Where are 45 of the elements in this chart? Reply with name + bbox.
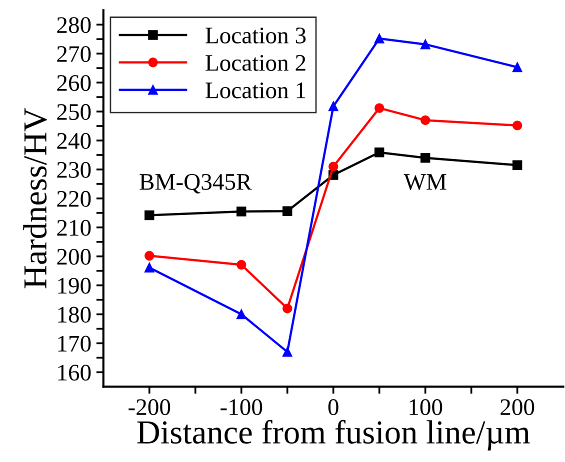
x-axis-title: Distance from fusion line/µm bbox=[137, 420, 530, 450]
legend-label: Location 3 bbox=[206, 28, 306, 44]
point bbox=[512, 62, 522, 72]
point bbox=[374, 148, 384, 158]
point bbox=[144, 262, 154, 273]
point bbox=[328, 162, 338, 172]
annotation: WM bbox=[404, 174, 446, 190]
point bbox=[512, 160, 522, 170]
y-tick-label: 220 bbox=[57, 190, 91, 207]
point bbox=[282, 206, 292, 216]
point bbox=[236, 309, 246, 320]
y-tick-label: 210 bbox=[57, 220, 91, 236]
y-tick-label: 230 bbox=[57, 162, 91, 178]
point bbox=[374, 103, 384, 113]
y-tick-label: 190 bbox=[58, 278, 91, 294]
point bbox=[236, 260, 246, 270]
x-tick-label: -100 bbox=[220, 399, 262, 416]
y-tick-label: 180 bbox=[58, 306, 91, 323]
y-tick-label: 160 bbox=[58, 364, 91, 381]
point bbox=[236, 206, 246, 216]
point bbox=[420, 153, 430, 163]
x-tick-label: 0 bbox=[328, 399, 338, 416]
annotation: BM-Q345R bbox=[140, 174, 252, 194]
point bbox=[144, 250, 154, 261]
y-axis-title: Hardness/HV bbox=[23, 108, 47, 288]
y-tick-label: 170 bbox=[58, 336, 91, 352]
point bbox=[420, 115, 430, 126]
y-tick-label: 200 bbox=[57, 248, 91, 265]
point bbox=[282, 304, 292, 314]
legend-label: Location 1 bbox=[206, 82, 306, 98]
point bbox=[420, 39, 430, 50]
x-tick-label: 100 bbox=[410, 399, 442, 416]
y-tick-label: 280 bbox=[57, 17, 91, 34]
y-tick-label: 260 bbox=[57, 75, 91, 91]
y-tick-label: 240 bbox=[57, 132, 91, 149]
point bbox=[512, 120, 522, 130]
y-tick-label: 270 bbox=[57, 46, 91, 62]
point bbox=[374, 34, 384, 44]
legend-label: Location 2 bbox=[206, 55, 306, 71]
point bbox=[328, 101, 338, 112]
point bbox=[144, 210, 154, 220]
y-tick-label: 250 bbox=[57, 104, 91, 120]
x-tick-label: 200 bbox=[500, 399, 534, 416]
x-tick-label: -200 bbox=[128, 399, 170, 416]
point bbox=[282, 347, 292, 357]
